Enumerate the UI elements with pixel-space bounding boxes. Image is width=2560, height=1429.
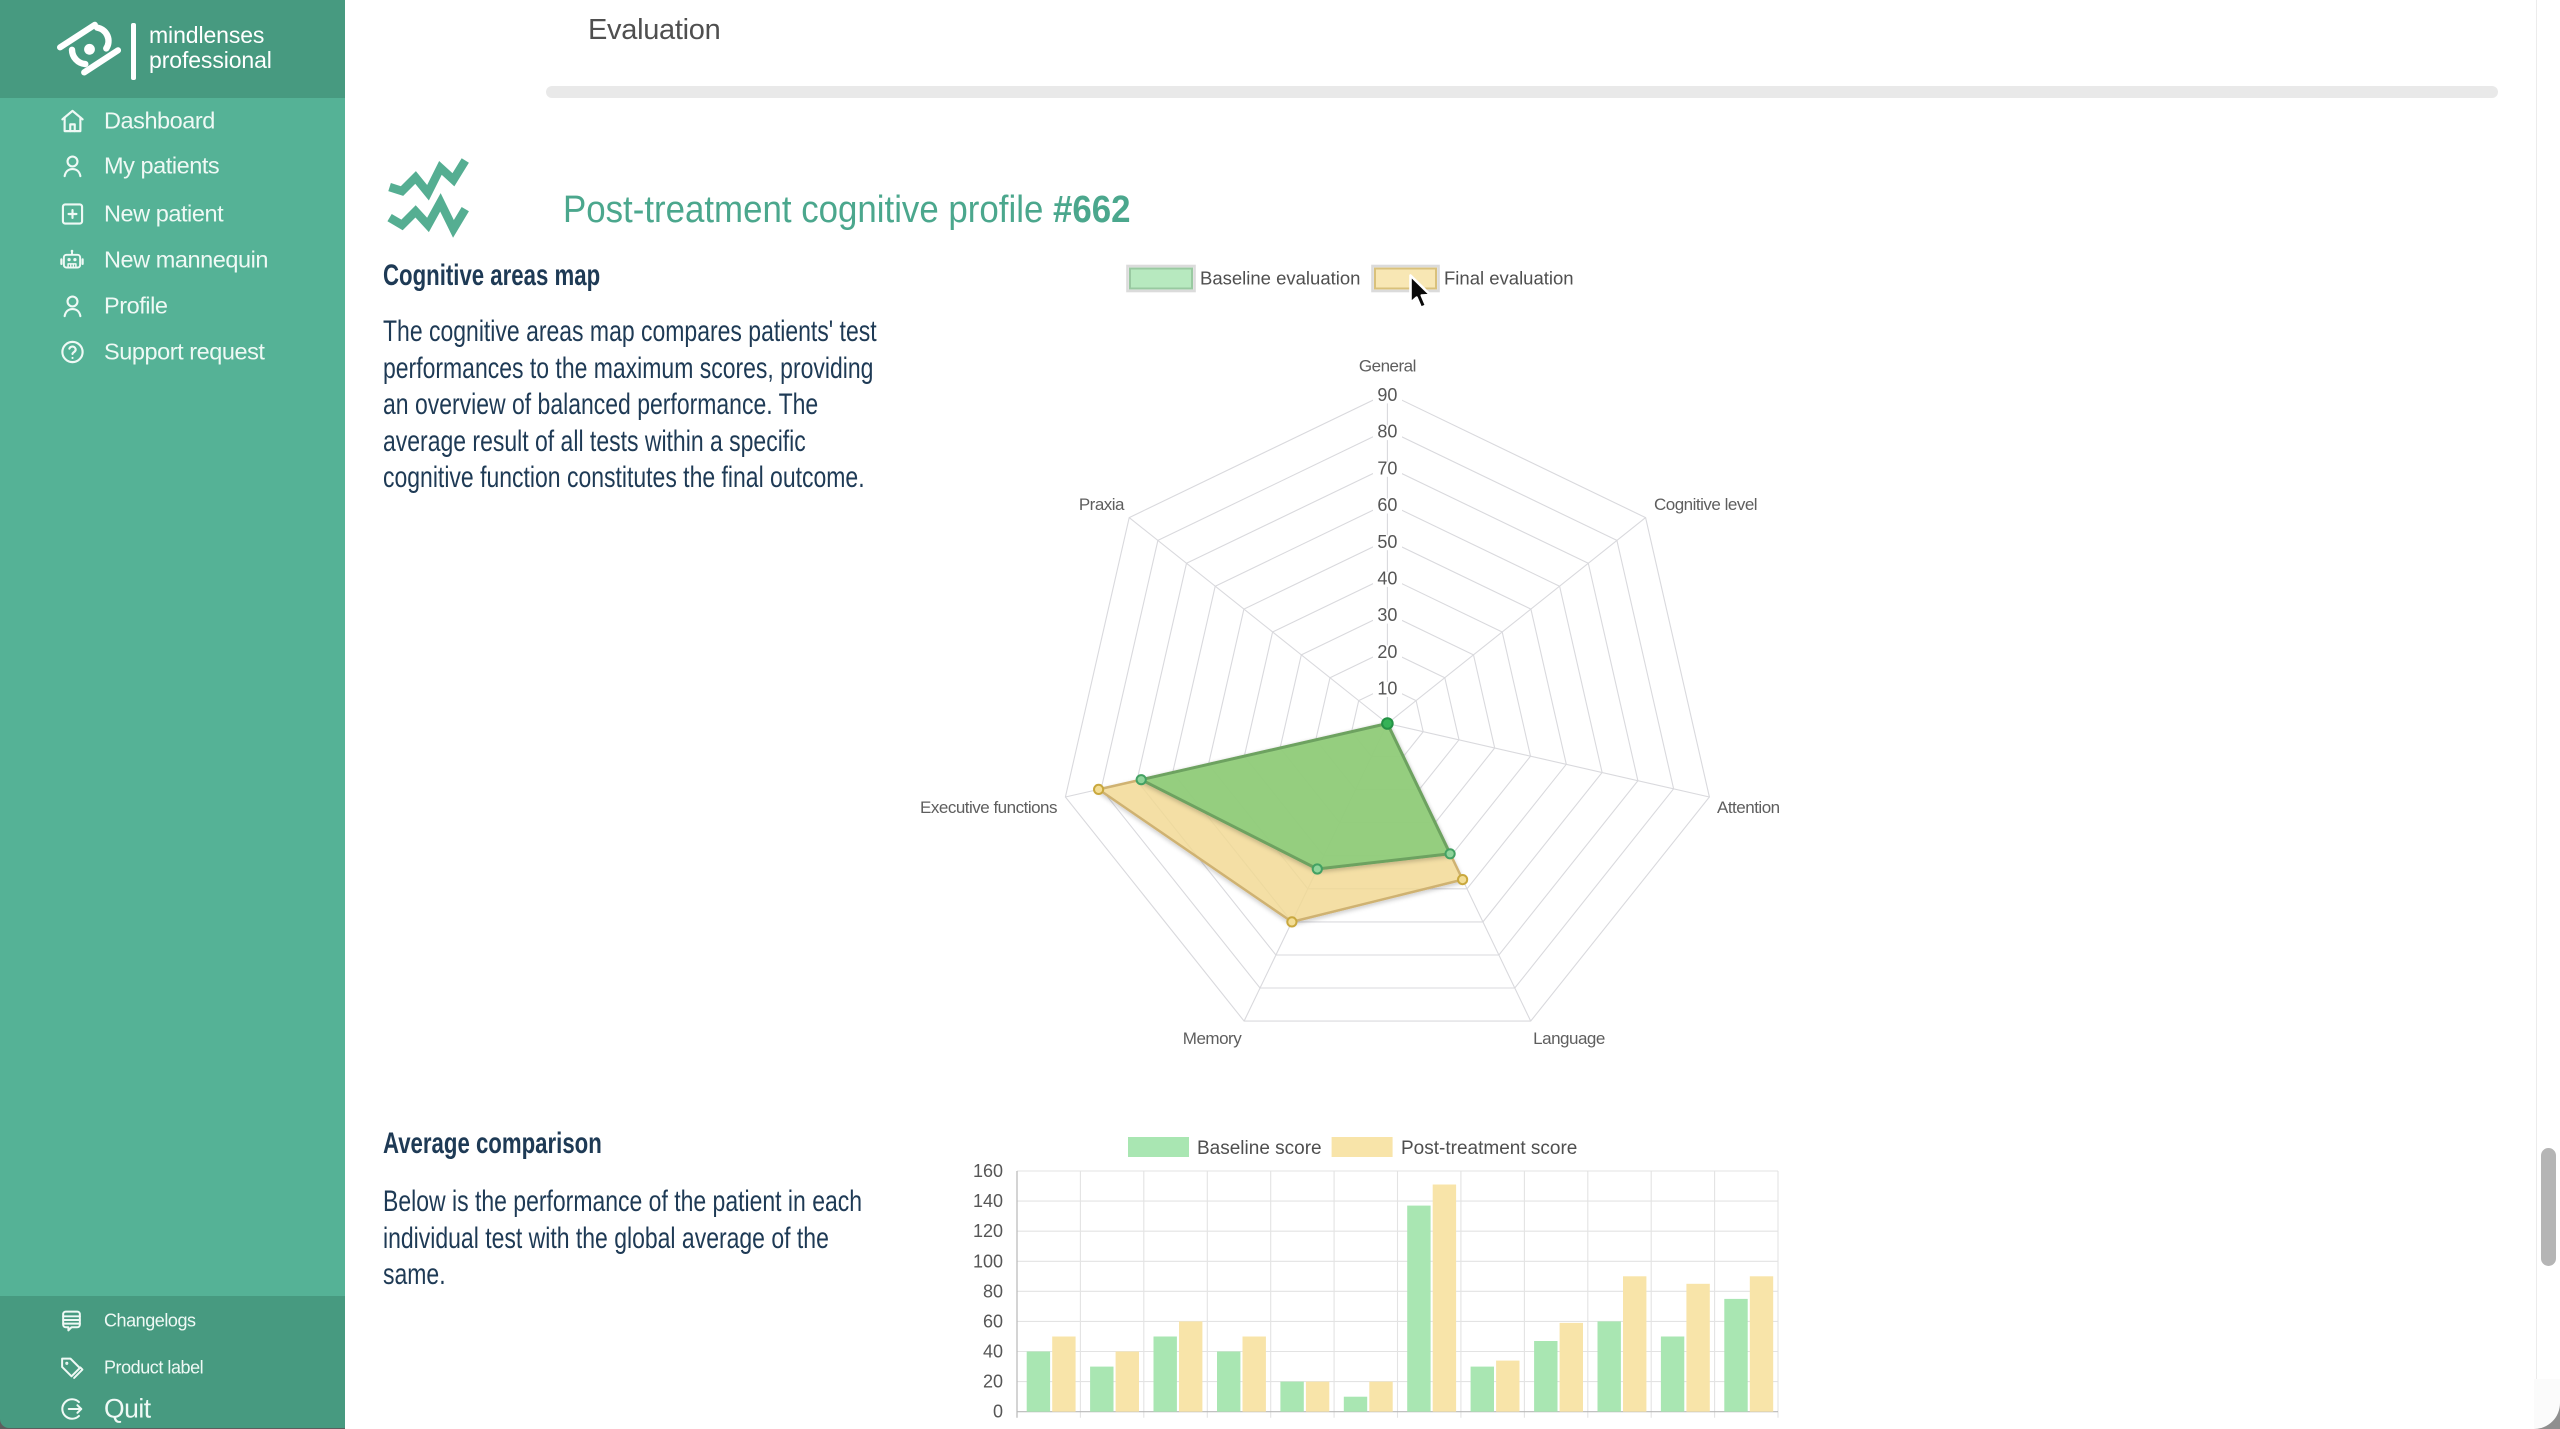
svg-text:Language: Language	[1533, 1029, 1605, 1048]
svg-text:40: 40	[1377, 569, 1397, 589]
svg-text:40: 40	[983, 1342, 1003, 1362]
svg-text:80: 80	[983, 1281, 1003, 1301]
svg-text:60: 60	[983, 1311, 1003, 1331]
svg-text:Baseline score: Baseline score	[1197, 1138, 1322, 1159]
svg-text:Baseline evaluation: Baseline evaluation	[1200, 268, 1360, 289]
svg-text:60: 60	[1377, 495, 1397, 515]
svg-text:Attention: Attention	[1717, 798, 1780, 817]
svg-text:30: 30	[1377, 605, 1397, 625]
svg-text:20: 20	[983, 1372, 1003, 1392]
svg-text:50: 50	[1377, 532, 1397, 552]
svg-text:Praxia: Praxia	[1079, 495, 1125, 514]
svg-text:Cognitive level: Cognitive level	[1654, 495, 1757, 514]
svg-text:160: 160	[973, 1161, 1003, 1181]
svg-text:Executive functions: Executive functions	[920, 798, 1057, 817]
svg-text:20: 20	[1377, 642, 1397, 662]
svg-text:120: 120	[973, 1221, 1003, 1241]
svg-text:Memory: Memory	[1183, 1029, 1242, 1048]
svg-text:70: 70	[1377, 458, 1397, 478]
svg-text:Post-treatment score: Post-treatment score	[1401, 1138, 1577, 1159]
svg-text:80: 80	[1377, 422, 1397, 442]
svg-text:90: 90	[1377, 385, 1397, 405]
svg-text:10: 10	[1377, 679, 1397, 699]
svg-text:Final evaluation: Final evaluation	[1444, 268, 1574, 289]
svg-text:General: General	[1359, 357, 1416, 376]
svg-text:0: 0	[993, 1402, 1003, 1422]
svg-text:100: 100	[973, 1251, 1003, 1271]
svg-text:140: 140	[973, 1191, 1003, 1211]
